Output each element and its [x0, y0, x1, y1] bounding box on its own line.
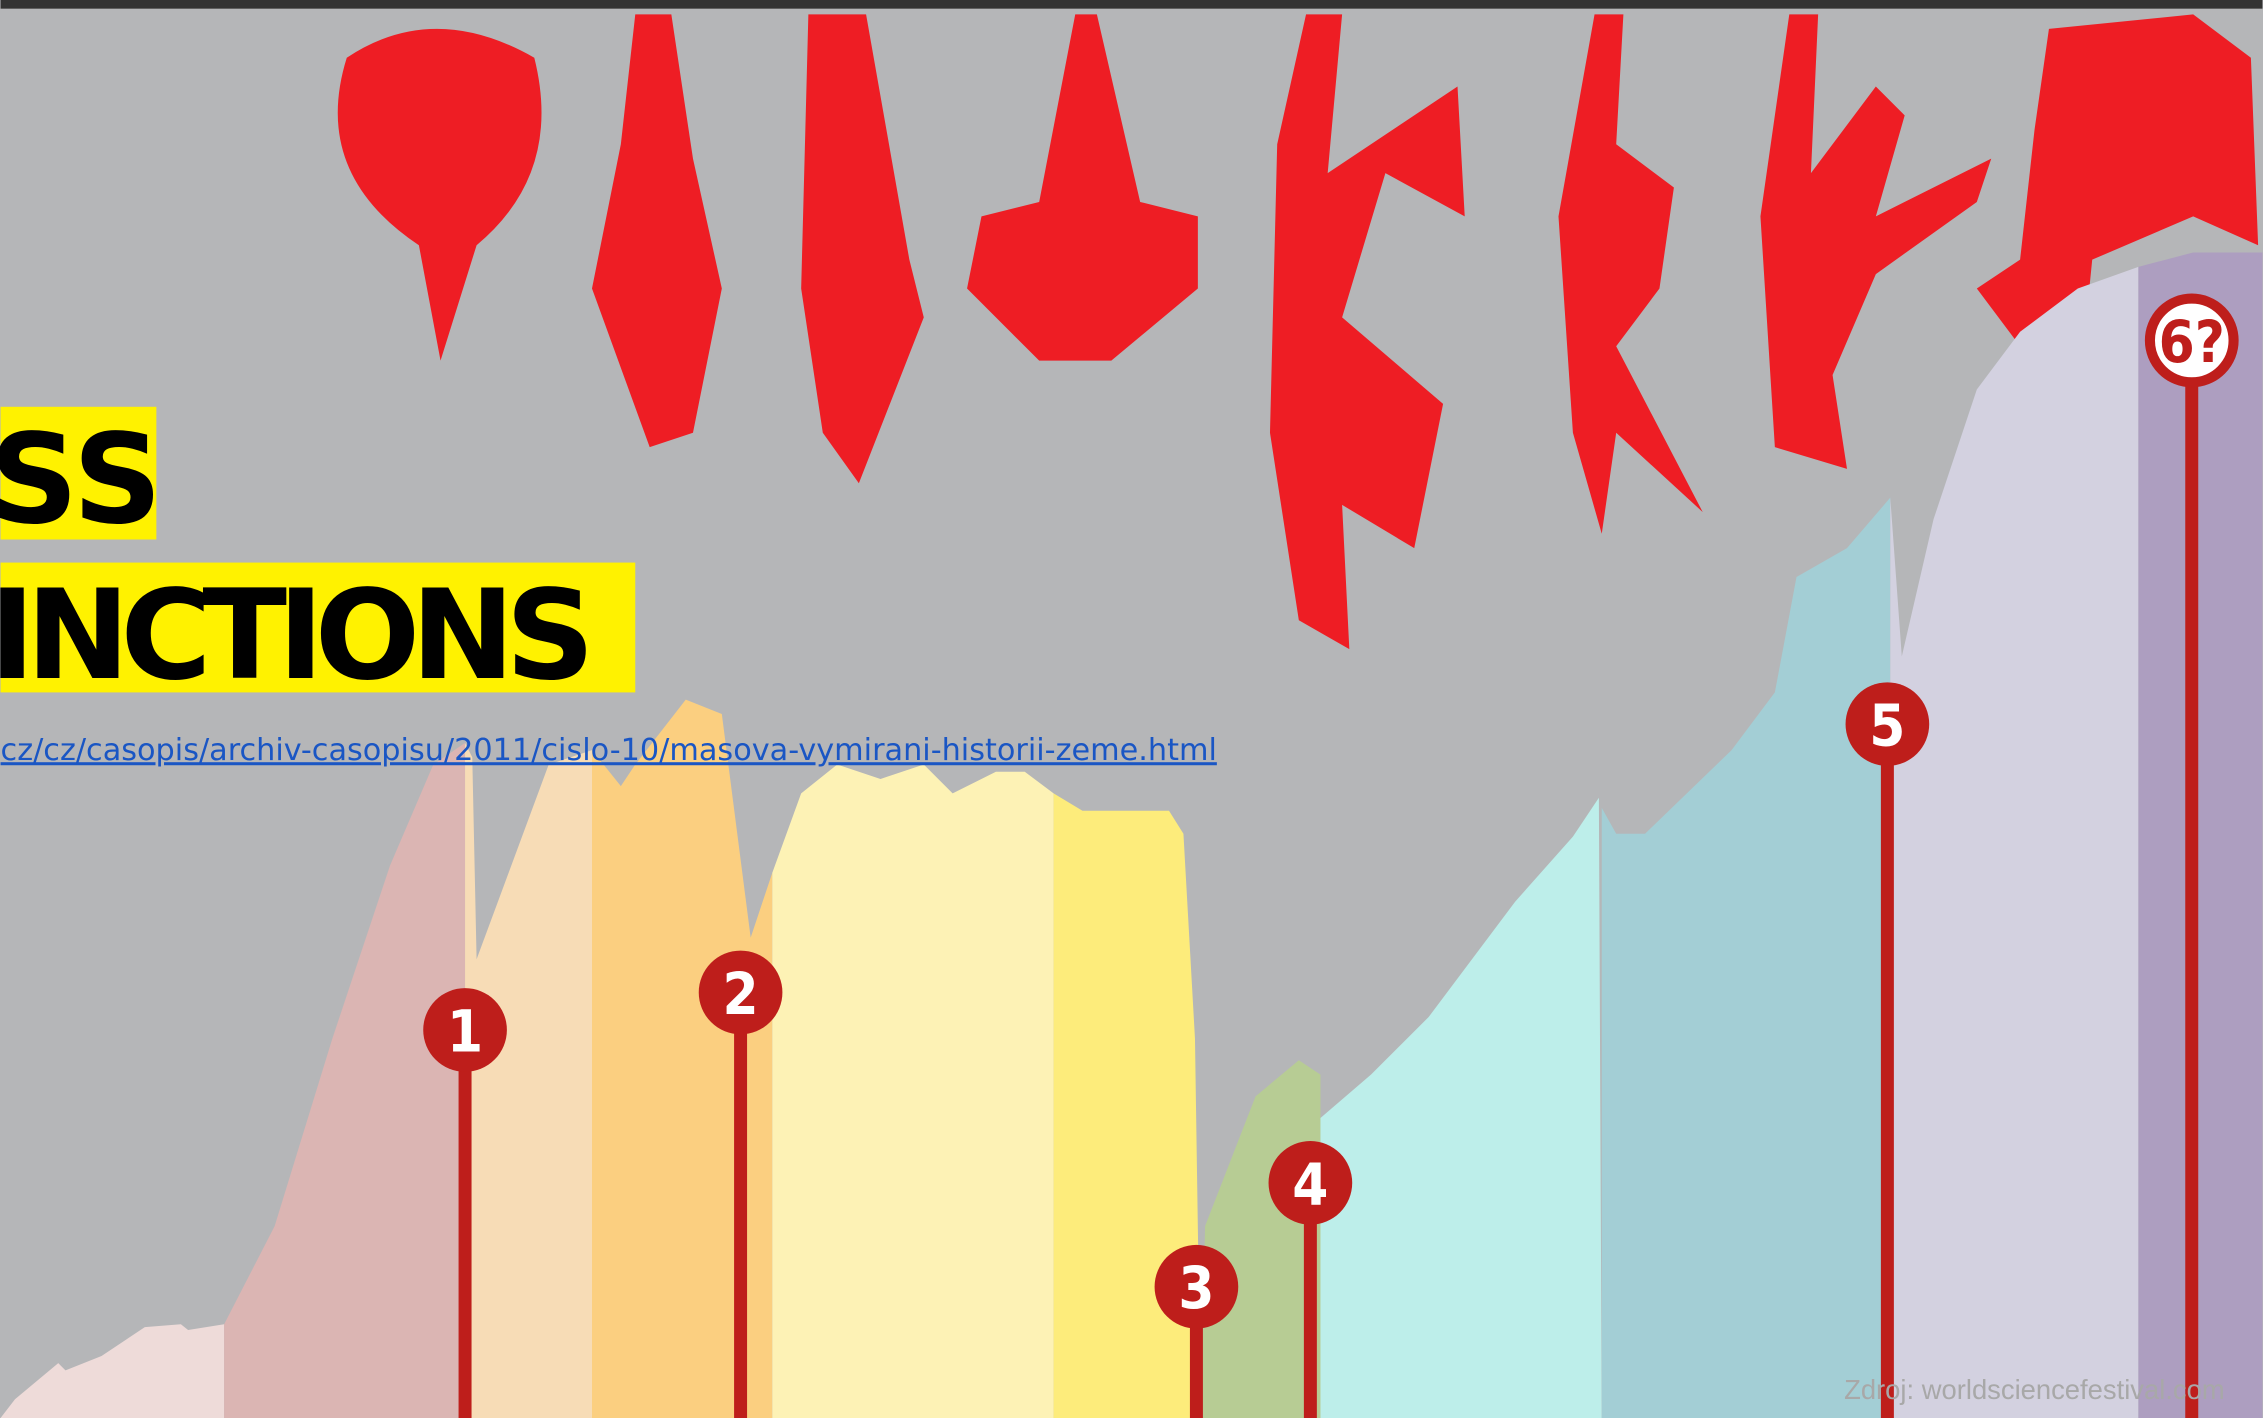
source-note: Zdroj: worldsciencefestival.com: [1844, 1374, 2225, 1405]
marker-label: 3: [1178, 1254, 1214, 1322]
marker-label: 5: [1869, 692, 1905, 760]
era-band: [772, 765, 1053, 1418]
marker-label: 4: [1292, 1150, 1328, 1218]
marker-label: 6?: [2159, 308, 2225, 376]
top-bar: [1, 0, 2263, 9]
source-link[interactable]: cz/cz/casopis/archiv-casopisu/2011/cislo…: [1, 733, 1217, 768]
page: SS INCTIONS cz/cz/casopis/archiv-casopis…: [0, 0, 2263, 1418]
era-band: [2138, 252, 2262, 1418]
title-line: SS: [0, 408, 162, 552]
marker-label: 1: [447, 997, 483, 1065]
marker-label: 2: [723, 960, 759, 1028]
slide: SS INCTIONS cz/cz/casopis/archiv-casopis…: [0, 0, 2263, 1418]
title-line: INCTIONS: [0, 564, 595, 708]
